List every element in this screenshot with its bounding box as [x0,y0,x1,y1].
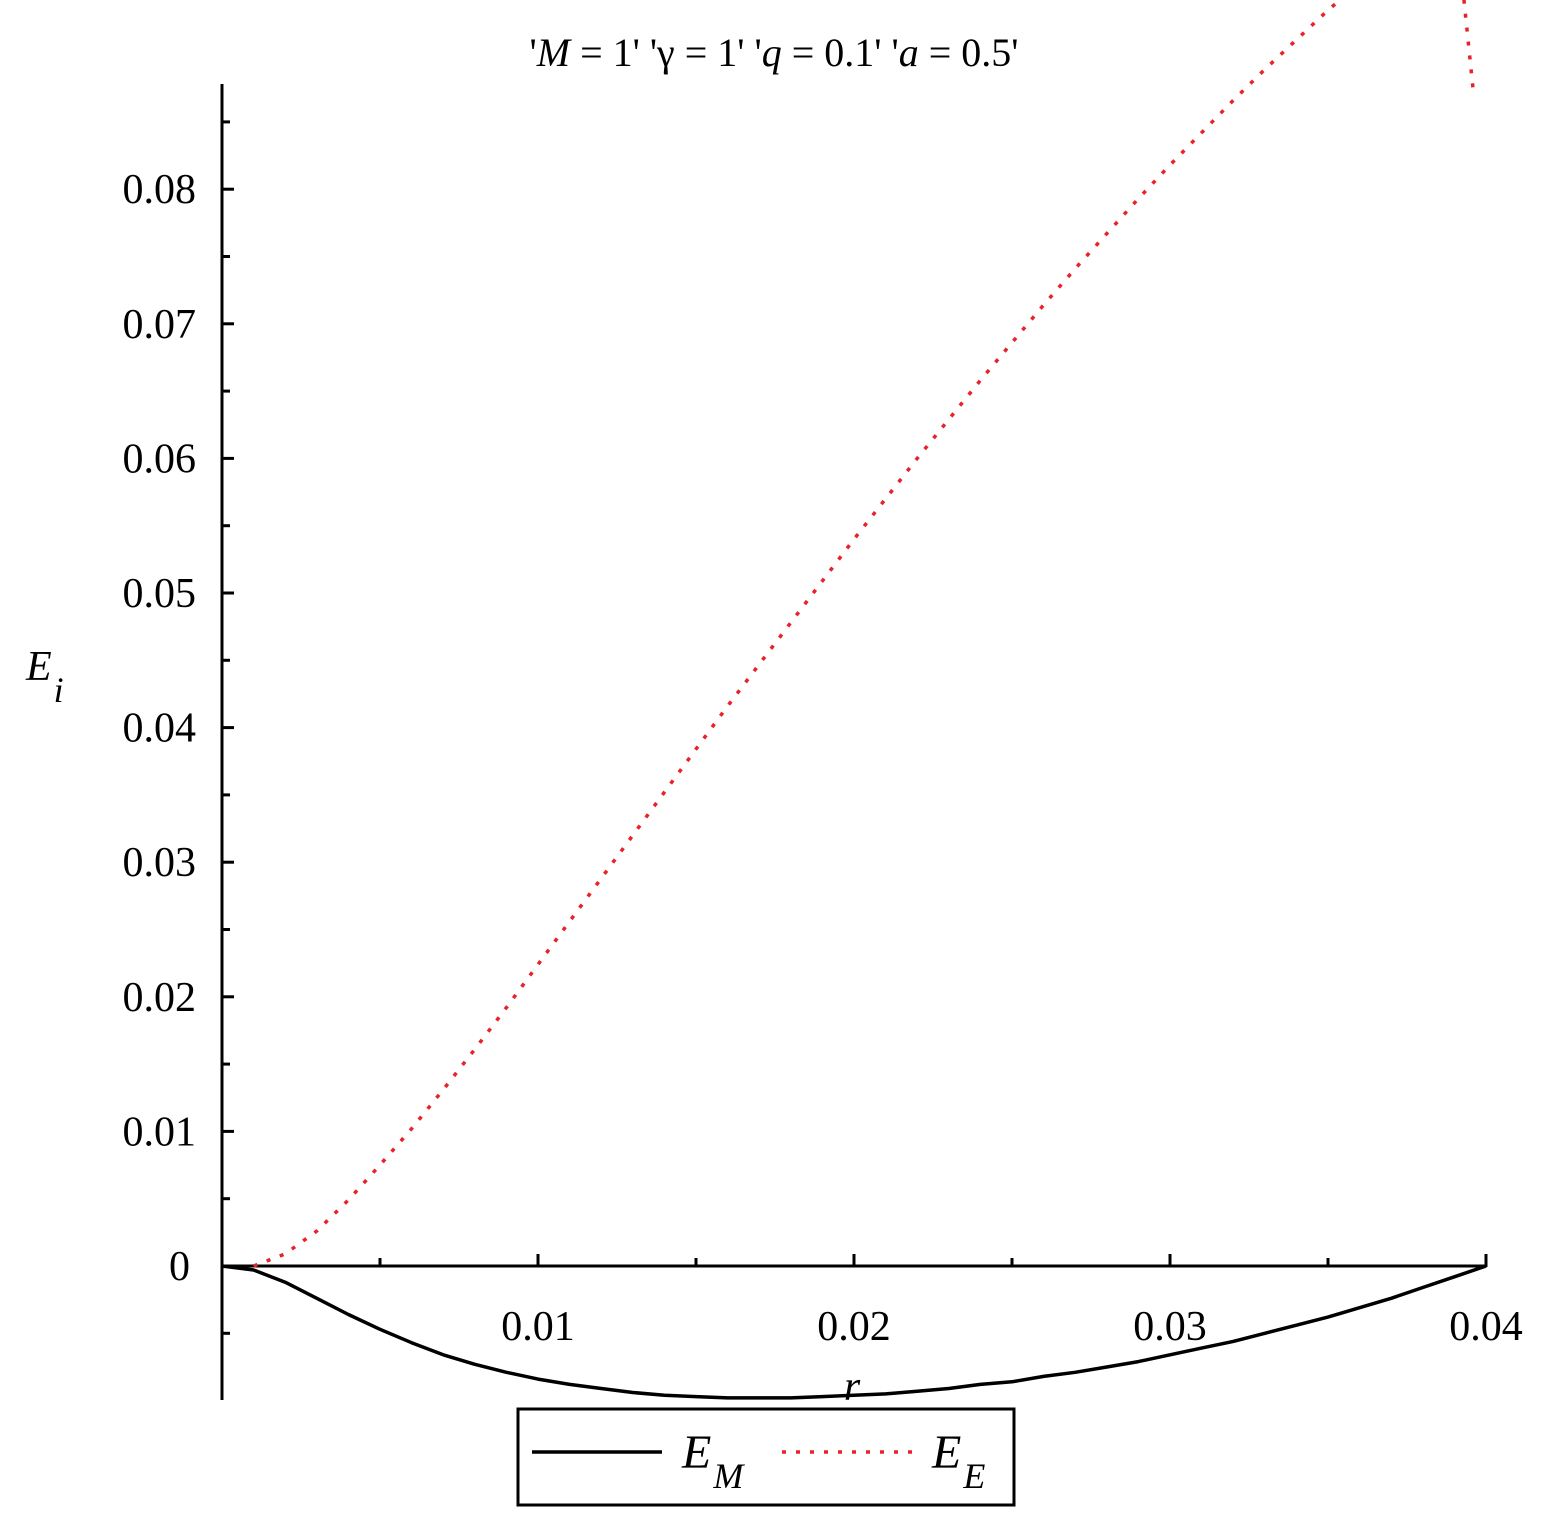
x-tick-label: 0.03 [1133,1304,1207,1350]
chart-title: 'M = 1' 'γ = 1' 'q = 0.1' 'a = 0.5' [530,30,1019,75]
x-tick-label: 0.04 [1449,1304,1523,1350]
ticks: 0 0.01 0.02 0.03 0.04 0.05 0.06 0.07 0.08 0.01 0.0… [123,120,1523,1350]
y-axis-label: Ei [25,644,64,710]
y-tick-label: 0.02 [123,975,197,1021]
y-tick-label: 0.07 [123,302,197,348]
series-line-ee [252,0,1476,1268]
legend-box [516,1407,1016,1507]
y-tick-label: 0 [169,1244,190,1290]
title-part: = 1' ' [570,30,657,75]
title-part: = 1' ' [675,30,762,75]
title-part: = 0.1' ' [782,30,899,75]
legend-label-sub: E [962,1456,985,1496]
y-tick-label: 0.06 [123,436,197,482]
y-tick-label: 0.01 [123,1109,197,1155]
title-part: M [536,30,573,75]
title-part: a [899,30,919,75]
y-tick-label: 0.08 [123,167,197,213]
y-tick-label: 0.03 [123,840,197,886]
title-part: = 0.5' [919,30,1019,75]
series-line-em [221,1264,1487,1400]
y-axis-label-sub: i [54,670,64,710]
title-part: q [762,30,782,75]
x-tick-label: 0.01 [501,1304,575,1350]
y-tick-label: 0.05 [123,571,197,617]
y-tick-label: 0.04 [123,706,197,752]
title-part: ' [530,30,537,75]
legend: EM EE [516,1407,1016,1507]
title-part: γ [656,30,675,75]
x-axis-label: r [844,1364,861,1410]
series-layer [221,0,1487,1400]
x-tick-label: 0.02 [817,1304,891,1350]
axes [220,84,1486,1400]
legend-label-sub: M [712,1456,745,1496]
